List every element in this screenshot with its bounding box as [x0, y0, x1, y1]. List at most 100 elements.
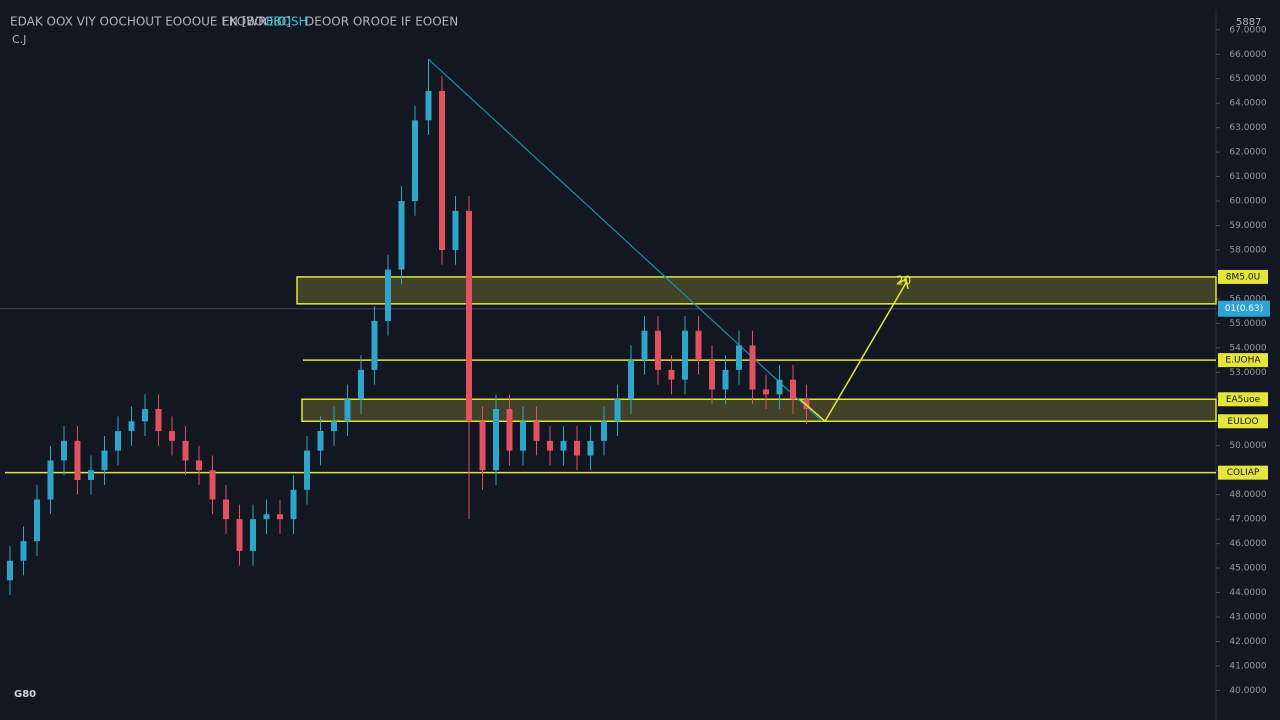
candle-body	[709, 360, 715, 390]
y-tick-label: 67.0000	[1229, 25, 1266, 35]
candle-body	[398, 201, 405, 270]
candle-body	[466, 210, 472, 422]
y-tick-label: 44.0000	[1229, 588, 1266, 598]
candle-body	[236, 519, 243, 551]
candle-body	[641, 330, 648, 361]
last-price-label: 01(0.63)	[1225, 304, 1264, 314]
y-tick-label: 48.0000	[1229, 490, 1266, 500]
projection-arrow	[898, 277, 909, 290]
zone-label-bg	[1218, 392, 1268, 407]
y-tick-label: 61.0000	[1229, 172, 1266, 182]
candle-body	[61, 440, 67, 461]
zone-label-bg	[1218, 414, 1268, 429]
y-tick-label: 58.0000	[1229, 246, 1266, 256]
last-price-bg	[1218, 300, 1270, 317]
candle-body	[547, 440, 553, 451]
candle-body	[736, 345, 742, 370]
annotation: 20	[896, 273, 911, 287]
y-tick-label: 63.0000	[1229, 123, 1266, 133]
y-tick-label: 50.0000	[1229, 441, 1266, 451]
candle-body	[277, 514, 283, 520]
y-tick-label: 41.0000	[1229, 661, 1266, 671]
candle-body	[209, 470, 216, 500]
candle-body	[304, 450, 310, 490]
header-title: EDAK OOX VIY OOCHOUT EOOOUE EN [BOOIO]	[10, 15, 291, 29]
candle-body	[574, 440, 580, 456]
header-item: DEOOR OROOE IF EOOEN	[305, 15, 458, 29]
zone	[296, 276, 1217, 305]
candle-body	[533, 421, 540, 441]
candle-body	[493, 409, 499, 471]
candle-body	[371, 320, 378, 370]
y-tick-label: 65.0000	[1229, 74, 1266, 84]
y-tick-label: 56.0000	[1229, 294, 1266, 304]
candle-body	[196, 460, 202, 471]
candle-body	[722, 369, 729, 390]
candle-body	[155, 409, 162, 432]
candle-body	[385, 269, 391, 321]
header-subtitle: C.J	[12, 33, 26, 46]
candle-body	[520, 421, 526, 451]
candle-body	[182, 440, 189, 461]
candle-body	[142, 409, 148, 422]
y-tick-label: 66.0000	[1229, 50, 1266, 60]
candle-body	[115, 431, 121, 451]
level-label-bg	[1218, 465, 1268, 480]
candle-body	[7, 560, 13, 581]
candle-body	[128, 421, 135, 432]
candle-body	[763, 389, 769, 395]
zone-label: 8M5.0U	[1226, 272, 1260, 282]
y-tick-label: 53.0000	[1229, 368, 1266, 378]
y-tick-label: 55.0000	[1229, 319, 1266, 329]
projection-base	[799, 398, 826, 422]
candle-body	[101, 450, 108, 471]
candle-body	[317, 431, 324, 451]
plot: 67.0000 66.0000 65.0000 64.0000 63.0000 62.00…	[0, 25, 1270, 696]
zone	[301, 398, 1217, 423]
candle-body	[655, 330, 661, 370]
candle-body	[250, 519, 256, 551]
candle-body	[628, 360, 634, 400]
header-item: EKOWR	[222, 15, 266, 29]
y-tick-label: 60.0000	[1229, 197, 1266, 207]
candle-body	[452, 210, 459, 250]
candle-body	[223, 499, 229, 520]
y-tick-label: 45.0000	[1229, 564, 1266, 574]
candle-body	[290, 489, 297, 520]
candle-body	[88, 470, 94, 480]
candle-body	[169, 431, 175, 441]
zone-label: EULOO	[1227, 417, 1258, 427]
level-label: E.UOHA	[1225, 356, 1261, 366]
candle-body	[74, 440, 81, 480]
candle-body	[776, 379, 783, 395]
level-label-bg	[1218, 353, 1268, 368]
candle-body	[344, 399, 351, 422]
candle-body	[587, 440, 594, 456]
y-tick-label: 46.0000	[1229, 539, 1266, 549]
candle-body	[425, 90, 432, 121]
trend-line	[428, 58, 823, 422]
header-item: EBOSH	[266, 15, 308, 29]
y-tick-label: 42.0000	[1229, 637, 1266, 647]
candle-body	[601, 421, 607, 441]
corner-label: 5887	[1236, 17, 1261, 28]
candle-body	[20, 541, 27, 561]
candle-body	[412, 120, 418, 202]
candle-body	[506, 409, 513, 451]
level-label: COLIAP	[1227, 468, 1260, 478]
y-tick-label: 40.0000	[1229, 686, 1266, 696]
candle-body	[263, 514, 270, 520]
candle-body	[614, 399, 621, 422]
zone-label: EA5uoe	[1226, 395, 1261, 405]
candle-body	[331, 421, 337, 432]
candle-body	[479, 421, 486, 471]
candle-body	[439, 90, 445, 250]
candle-body	[668, 369, 675, 380]
candle-body	[358, 369, 364, 400]
y-tick-label: 43.0000	[1229, 613, 1266, 623]
candle-body	[682, 330, 688, 380]
y-tick-label: 59.0000	[1229, 221, 1266, 231]
y-tick-label: 62.0000	[1229, 148, 1266, 158]
